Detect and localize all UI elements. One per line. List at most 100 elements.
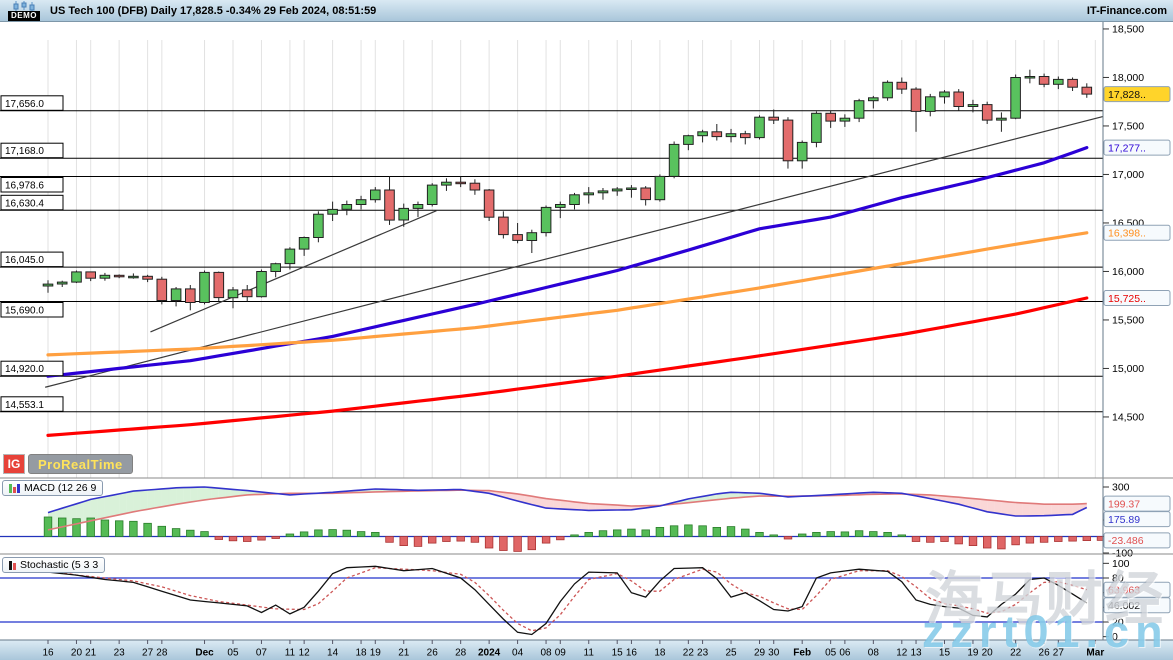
svg-text:14,500: 14,500	[1112, 411, 1144, 423]
svg-text:14,553.1: 14,553.1	[5, 400, 44, 411]
mini-chart-icon	[13, 0, 35, 11]
instrument-title: US Tech 100 (DFB) Daily 17,828.5 -0.34% …	[50, 4, 377, 17]
svg-text:20: 20	[1112, 617, 1124, 629]
sma-line-50	[46, 146, 1089, 378]
stochastic-icon	[9, 560, 16, 570]
svg-text:11: 11	[285, 648, 296, 659]
svg-text:199.37: 199.37	[1108, 498, 1140, 510]
svg-text:17,656.0: 17,656.0	[5, 99, 44, 110]
svg-text:Dec: Dec	[195, 648, 214, 659]
svg-text:16,045.0: 16,045.0	[5, 255, 44, 266]
chart-canvas[interactable]: 18,50018,00017,50017,00016,50016,00015,5…	[0, 22, 1173, 660]
svg-text:26: 26	[1039, 648, 1051, 659]
svg-text:16,978.6: 16,978.6	[5, 181, 44, 192]
svg-text:04: 04	[512, 648, 524, 659]
svg-text:28: 28	[455, 648, 467, 659]
svg-text:18: 18	[654, 648, 666, 659]
svg-text:300: 300	[1112, 482, 1130, 494]
svg-text:16,000: 16,000	[1112, 266, 1144, 278]
svg-text:05: 05	[825, 648, 837, 659]
svg-text:15,000: 15,000	[1112, 363, 1144, 375]
macd-icon	[9, 483, 20, 493]
svg-text:07: 07	[256, 648, 268, 659]
svg-text:80: 80	[1112, 573, 1124, 585]
svg-text:12: 12	[896, 648, 908, 659]
svg-text:23: 23	[114, 648, 126, 659]
time-axis: 16 20 21 23 27 28 Dec 05 07 11 12 14 18 19 21 26 28 2024 0…	[0, 639, 1173, 660]
ig-prorealtime-logo[interactable]: IG ProRealTime	[3, 454, 133, 474]
svg-text:15: 15	[612, 648, 624, 659]
ig-logo: IG	[3, 454, 25, 474]
macd-label: MACD (12 26 9	[24, 482, 97, 494]
candles	[42, 69, 1093, 311]
svg-text:2024: 2024	[478, 648, 501, 659]
title-bar: DEMO US Tech 100 (DFB) Daily 17,828.5 -0…	[0, 0, 1173, 22]
prorealtime-logo: ProRealTime	[28, 454, 133, 474]
macd-panel	[0, 486, 1106, 552]
svg-text:09: 09	[555, 648, 567, 659]
trendlines	[45, 107, 1137, 388]
svg-text:14: 14	[327, 648, 339, 659]
svg-text:08: 08	[540, 648, 552, 659]
svg-text:30: 30	[768, 648, 780, 659]
svg-text:23: 23	[697, 648, 709, 659]
svg-text:25: 25	[725, 648, 737, 659]
svg-text:17,828..: 17,828..	[1108, 89, 1146, 101]
svg-text:28: 28	[156, 648, 168, 659]
svg-text:11: 11	[584, 648, 595, 659]
svg-text:26: 26	[427, 648, 439, 659]
svg-text:20: 20	[982, 648, 994, 659]
svg-text:17,000: 17,000	[1112, 169, 1144, 181]
svg-text:27: 27	[142, 648, 154, 659]
svg-text:21: 21	[85, 648, 97, 659]
svg-text:16: 16	[42, 648, 54, 659]
svg-text:-23.486: -23.486	[1108, 535, 1144, 547]
stochastic-label: Stochastic (5 3 3	[20, 559, 99, 571]
svg-text:22: 22	[1010, 648, 1022, 659]
svg-text:20: 20	[71, 648, 83, 659]
svg-text:15,725..: 15,725..	[1108, 293, 1146, 305]
svg-text:22: 22	[683, 648, 695, 659]
svg-text:18,000: 18,000	[1112, 72, 1144, 84]
svg-text:06: 06	[839, 648, 851, 659]
svg-text:15,690.0: 15,690.0	[5, 306, 44, 317]
svg-text:100: 100	[1112, 558, 1130, 570]
svg-text:16,630.4: 16,630.4	[5, 198, 44, 209]
svg-text:0: 0	[1112, 631, 1118, 643]
svg-text:17,168.0: 17,168.0	[5, 146, 44, 157]
stochastic-panel	[0, 565, 1103, 636]
svg-text:17,277..: 17,277..	[1108, 142, 1146, 154]
svg-text:27: 27	[1053, 648, 1065, 659]
left-price-labels: 17,656.0 17,168.0 16,978.6 16,630.4 16,045.0…	[0, 95, 64, 412]
svg-text:175.89: 175.89	[1108, 514, 1140, 526]
svg-text:15,500: 15,500	[1112, 314, 1144, 326]
sma-line-200	[46, 296, 1089, 437]
svg-text:Mar: Mar	[1086, 648, 1104, 659]
svg-text:08: 08	[868, 648, 880, 659]
sma-line-100	[46, 231, 1089, 357]
svg-text:19: 19	[370, 648, 382, 659]
svg-text:13: 13	[910, 648, 922, 659]
svg-text:18,500: 18,500	[1112, 23, 1144, 35]
right-axis: 18,50018,00017,50017,00016,50016,00015,5…	[1102, 22, 1173, 660]
it-finance-label: IT-Finance.com	[1086, 4, 1167, 17]
svg-text:21: 21	[398, 648, 410, 659]
svg-text:29: 29	[754, 648, 766, 659]
demo-account-indicator: DEMO	[8, 0, 40, 21]
svg-text:19: 19	[967, 648, 979, 659]
svg-text:12: 12	[299, 648, 311, 659]
svg-text:05: 05	[227, 648, 239, 659]
svg-text:15: 15	[939, 648, 951, 659]
svg-text:18: 18	[355, 648, 367, 659]
svg-text:14,920.0: 14,920.0	[5, 364, 44, 375]
stochastic-indicator-tab[interactable]: Stochastic (5 3 3	[2, 557, 106, 573]
demo-badge: DEMO	[8, 10, 40, 21]
svg-text:16,398..: 16,398..	[1108, 228, 1146, 240]
svg-text:63.963: 63.963	[1108, 585, 1140, 597]
macd-indicator-tab[interactable]: MACD (12 26 9	[2, 480, 104, 496]
svg-text:Feb: Feb	[793, 648, 811, 659]
svg-text:16: 16	[626, 648, 638, 659]
svg-text:46.002: 46.002	[1108, 600, 1140, 612]
svg-text:17,500: 17,500	[1112, 120, 1144, 132]
